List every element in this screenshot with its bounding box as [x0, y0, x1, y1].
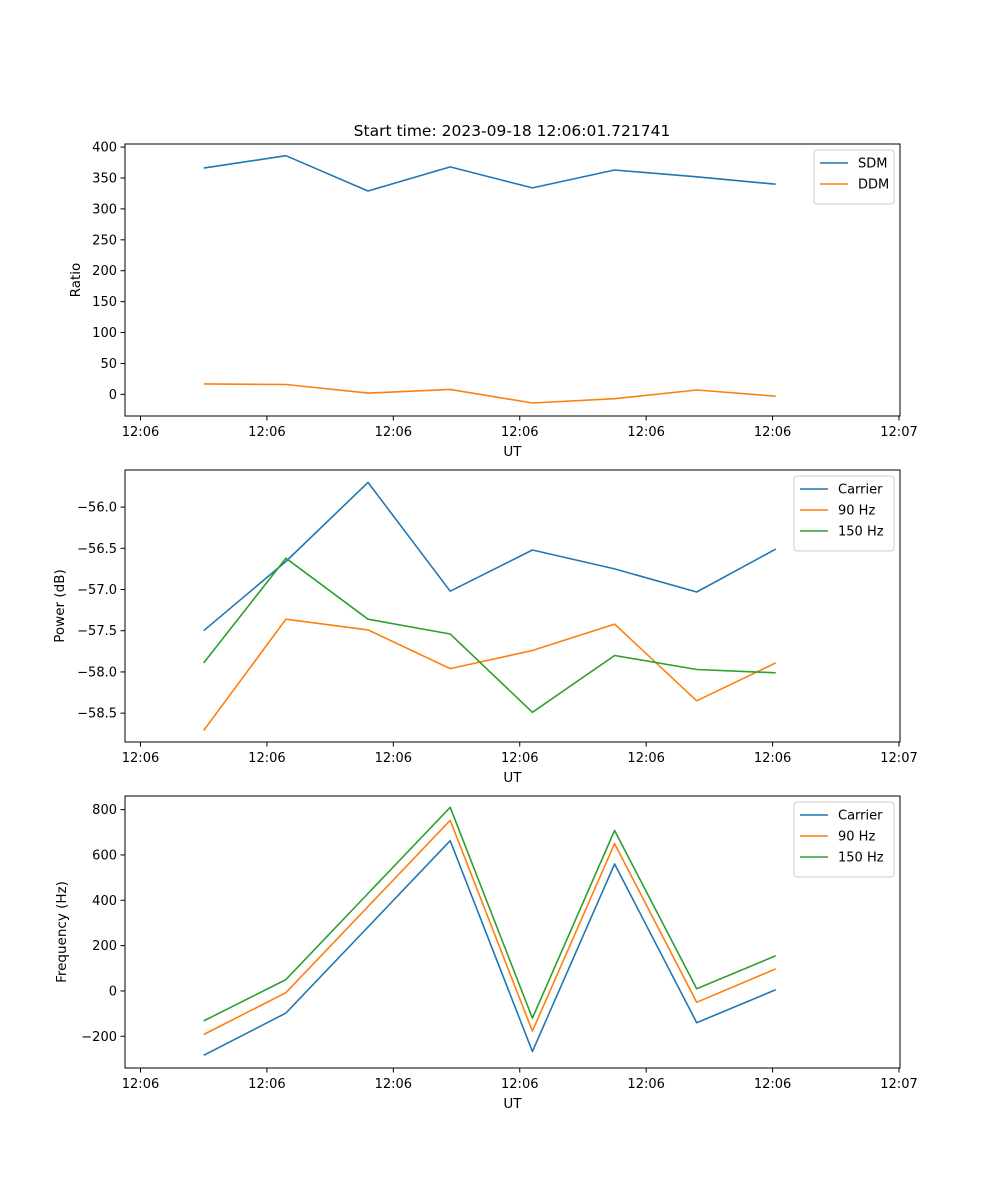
x-tick-label: 12:06: [501, 751, 538, 766]
x-tick-label: 12:06: [754, 1077, 791, 1092]
chart-3: 12:06 12:06 12:06 12:06 12:06 12:06 12:07 −200 0…: [54, 795, 918, 1112]
series-line-150-hz: [203, 557, 776, 714]
plot-frame: [124, 469, 901, 743]
y-tick-label: 0: [109, 388, 117, 403]
legend-label: 150 Hz: [838, 851, 884, 866]
series-line-90-hz: [203, 618, 777, 731]
legend-label: SDM: [858, 157, 887, 172]
series-line-carrier: [203, 481, 777, 632]
y-tick-label: −57.5: [77, 624, 117, 639]
y-tick-label: −56.0: [77, 501, 117, 516]
x-tick-label: 12:06: [122, 425, 159, 440]
x-tick-label: 12:06: [627, 751, 664, 766]
x-tick-label: 12:06: [501, 425, 538, 440]
x-tick-label: 12:06: [501, 1077, 538, 1092]
y-axis-label: Ratio: [68, 263, 84, 298]
y-tick-label: 250: [92, 233, 117, 248]
chart-1: 12:06 12:06 12:06 12:06 12:06 12:06 12:07 0 50 10…: [68, 141, 918, 460]
legend: Carrier 90 Hz 150 Hz: [793, 475, 895, 552]
x-tick-label: 12:06: [122, 751, 159, 766]
plot-frame: [124, 795, 901, 1069]
y-tick-label: 100: [92, 326, 117, 341]
y-tick-label: −200: [81, 1030, 117, 1045]
legend-box: [793, 801, 895, 878]
x-tick-label: 12:06: [754, 425, 791, 440]
x-tick-label: 12:06: [375, 425, 412, 440]
legend-box: [793, 475, 895, 552]
legend-label: 150 Hz: [838, 525, 884, 540]
y-tick-label: −57.0: [77, 583, 117, 598]
series-line-ddm: [203, 383, 776, 404]
x-tick-label: 12:06: [375, 1077, 412, 1092]
x-axis-label: UT: [503, 444, 522, 460]
y-tick-label: 350: [92, 172, 117, 187]
series-line-90-hz: [203, 819, 777, 1036]
x-tick-label: 12:07: [880, 425, 917, 440]
legend-label: DDM: [858, 178, 889, 193]
chart-2: 12:06 12:06 12:06 12:06 12:06 12:06 12:07 −58.5…: [52, 469, 918, 786]
legend: SDM DDM: [813, 149, 895, 205]
figure-title: Start time: 2023-09-18 12:06:01.721741: [354, 122, 671, 140]
x-tick-label: 12:07: [880, 1077, 917, 1092]
legend-label: 90 Hz: [838, 830, 875, 845]
legend-label: Carrier: [838, 483, 883, 498]
y-tick-label: 300: [92, 202, 117, 217]
x-tick-label: 12:06: [248, 425, 285, 440]
y-tick-label: −58.0: [77, 665, 117, 680]
y-tick-label: 200: [92, 264, 117, 279]
legend: Carrier 90 Hz 150 Hz: [793, 801, 895, 878]
y-tick-label: 400: [92, 894, 117, 909]
y-tick-label: 200: [92, 939, 117, 954]
y-tick-label: 0: [109, 984, 117, 999]
x-axis-label: UT: [503, 770, 522, 786]
plot-frame: [124, 143, 901, 417]
x-tick-label: 12:07: [880, 751, 917, 766]
series-line-150-hz: [203, 806, 777, 1022]
x-tick-label: 12:06: [375, 751, 412, 766]
x-tick-label: 12:06: [754, 751, 791, 766]
x-tick-label: 12:06: [248, 1077, 285, 1092]
x-tick-label: 12:06: [122, 1077, 159, 1092]
y-tick-label: 50: [100, 357, 117, 372]
series-line-carrier: [203, 839, 777, 1057]
legend-label: Carrier: [838, 809, 883, 824]
x-tick-label: 12:06: [248, 751, 285, 766]
y-tick-label: 800: [92, 803, 117, 818]
series-line-sdm: [203, 154, 776, 192]
x-axis-label: UT: [503, 1096, 522, 1112]
y-tick-label: 600: [92, 848, 117, 863]
y-tick-label: 150: [92, 295, 117, 310]
y-axis-label: Power (dB): [52, 569, 68, 642]
y-axis-label: Frequency (Hz): [54, 881, 70, 983]
x-tick-label: 12:06: [627, 425, 664, 440]
y-tick-label: −58.5: [77, 707, 117, 722]
y-tick-label: −56.5: [77, 542, 117, 557]
y-tick-label: 400: [92, 141, 117, 156]
x-tick-label: 12:06: [627, 1077, 664, 1092]
legend-label: 90 Hz: [838, 504, 875, 519]
